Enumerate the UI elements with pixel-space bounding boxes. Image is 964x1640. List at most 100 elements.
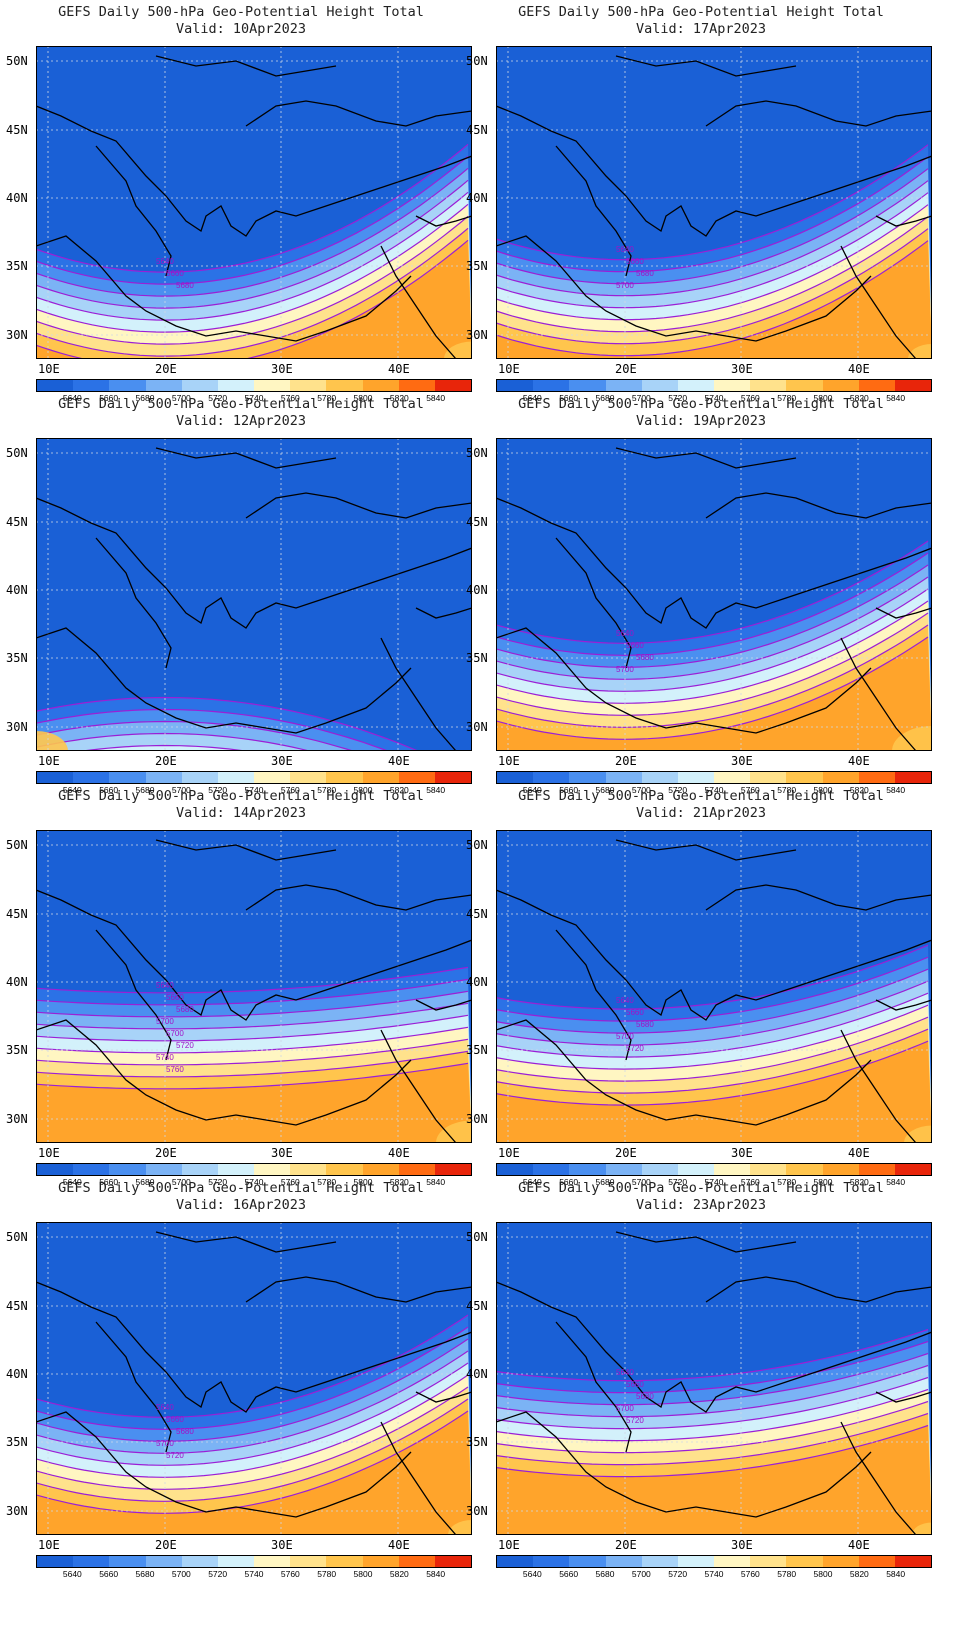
colorbar <box>36 1163 472 1176</box>
latitude-label: 35N <box>466 259 488 273</box>
contour-line <box>496 156 929 273</box>
colorbar-tick-label: 5840 <box>426 1569 446 1579</box>
longitude-label: 10E <box>498 1146 520 1160</box>
longitude-label: 10E <box>38 1146 60 1160</box>
contour-line <box>496 1388 929 1442</box>
colorbar-tick-label: 5780 <box>777 393 797 403</box>
contour-label: 5720 <box>166 1451 184 1460</box>
longitude-label: 20E <box>615 1538 637 1552</box>
colorbar-tick-label: 5840 <box>426 785 446 795</box>
coastline <box>705 100 932 127</box>
coastline <box>155 447 337 469</box>
contour-line <box>79 744 250 751</box>
contour-label: 5680 <box>636 1020 654 1029</box>
colorbar-tick-label: 5760 <box>280 1569 300 1579</box>
contour-line <box>36 732 312 751</box>
colorbar-swatch <box>217 1556 255 1567</box>
contour-line <box>496 944 929 1010</box>
map-frame <box>36 830 472 1143</box>
map-frame <box>36 1222 472 1535</box>
colorbar-tick-label: 5740 <box>704 1569 724 1579</box>
contour-label: 5640 <box>616 245 634 254</box>
colorbar-tick-label: 5780 <box>777 785 797 795</box>
colorbar-tick-label: 5660 <box>99 1177 119 1187</box>
colorbar-swatch <box>362 1556 399 1567</box>
coastline <box>245 492 472 519</box>
contour-label: 5680 <box>636 269 654 278</box>
coastline <box>245 884 472 911</box>
colorbar-swatch <box>181 380 218 391</box>
latitude-label: 40N <box>6 975 28 989</box>
contour-line <box>496 1412 929 1466</box>
colorbar-tick-label: 5700 <box>631 393 651 403</box>
colorbar-tick-label: 5700 <box>171 393 191 403</box>
colorbar-labels: 5640 5660 5680 5700 5720 5740 5760 5780 5800 5820… <box>36 1177 472 1189</box>
coastline <box>840 1421 917 1535</box>
colorbar-tick-label: 5700 <box>171 1177 191 1187</box>
colorbar-tick-label: 5820 <box>389 393 409 403</box>
contour-label: 5640 <box>616 996 634 1005</box>
contour-line <box>36 1410 469 1514</box>
map-panel: GEFS Daily 500-hPa Geo-Potential Height … <box>460 1176 942 1586</box>
coastline <box>875 607 932 619</box>
coastline <box>705 492 932 519</box>
colorbar-swatch <box>858 1556 895 1567</box>
coastline <box>496 1019 872 1126</box>
latitude-label: 35N <box>6 259 28 273</box>
map-panel: GEFS Daily 500-hPa Geo-Potential Height … <box>460 392 942 802</box>
colorbar-swatch <box>569 380 606 391</box>
contour-line <box>496 552 929 656</box>
contour-label: 5760 <box>166 1065 184 1074</box>
coastline <box>875 999 932 1011</box>
contour-line <box>36 966 469 994</box>
colorbar-swatch <box>822 772 859 783</box>
colorbar-tick-label: 5740 <box>704 1177 724 1187</box>
contour-line <box>36 1062 469 1090</box>
longitude-label: 30E <box>731 1146 753 1160</box>
colorbar <box>36 1555 472 1568</box>
colorbar-swatch <box>497 380 534 391</box>
colorbar-swatch <box>362 380 399 391</box>
longitude-label: 20E <box>615 754 637 768</box>
coastline <box>615 1231 797 1253</box>
colorbar-tick-label: 5840 <box>426 1177 446 1187</box>
colorbar-swatch <box>290 1556 327 1567</box>
colorbar-tick-label: 5840 <box>886 393 906 403</box>
colorbar-swatch <box>641 1164 678 1175</box>
colorbar-tick-label: 5660 <box>559 785 579 795</box>
colorbar-tick-label: 5700 <box>631 1569 651 1579</box>
height-band <box>36 240 472 359</box>
colorbar-tick-label: 5820 <box>849 1177 869 1187</box>
warm-core <box>444 341 472 359</box>
contour-label: 5680 <box>176 281 194 290</box>
coastline <box>496 627 872 734</box>
latitude-label: 35N <box>466 1435 488 1449</box>
colorbar-tick-label: 5700 <box>171 785 191 795</box>
latitude-label: 45N <box>466 907 488 921</box>
coastline <box>36 497 472 629</box>
colorbar-swatch <box>605 1556 642 1567</box>
coastline <box>36 627 412 734</box>
contour-line <box>36 1386 469 1490</box>
panel-valid-date: Valid: 14Apr2023 <box>175 805 307 821</box>
colorbar-tick-label: 5760 <box>740 1569 760 1579</box>
colorbar-swatch <box>434 380 472 391</box>
height-band <box>496 1425 932 1535</box>
longitude-label: 30E <box>731 1538 753 1552</box>
coastline <box>245 1276 472 1303</box>
colorbar-tick-label: 5700 <box>631 1177 651 1187</box>
contour-line <box>496 992 929 1058</box>
colorbar-tick-label: 5800 <box>813 1569 833 1579</box>
colorbar-swatch <box>109 772 146 783</box>
contour-label: 5660 <box>166 1415 184 1424</box>
colorbar-swatch <box>434 1556 472 1567</box>
colorbar-swatch <box>750 1164 787 1175</box>
colorbar-swatch <box>641 1556 678 1567</box>
coastline <box>36 235 412 342</box>
colorbar-tick-label: 5800 <box>813 393 833 403</box>
coastline <box>615 55 797 77</box>
colorbar-labels: 5640 5660 5680 5700 5720 5740 5760 5780 5800 5820… <box>496 393 932 405</box>
colorbar-swatch <box>605 380 642 391</box>
coastline <box>36 889 472 1021</box>
